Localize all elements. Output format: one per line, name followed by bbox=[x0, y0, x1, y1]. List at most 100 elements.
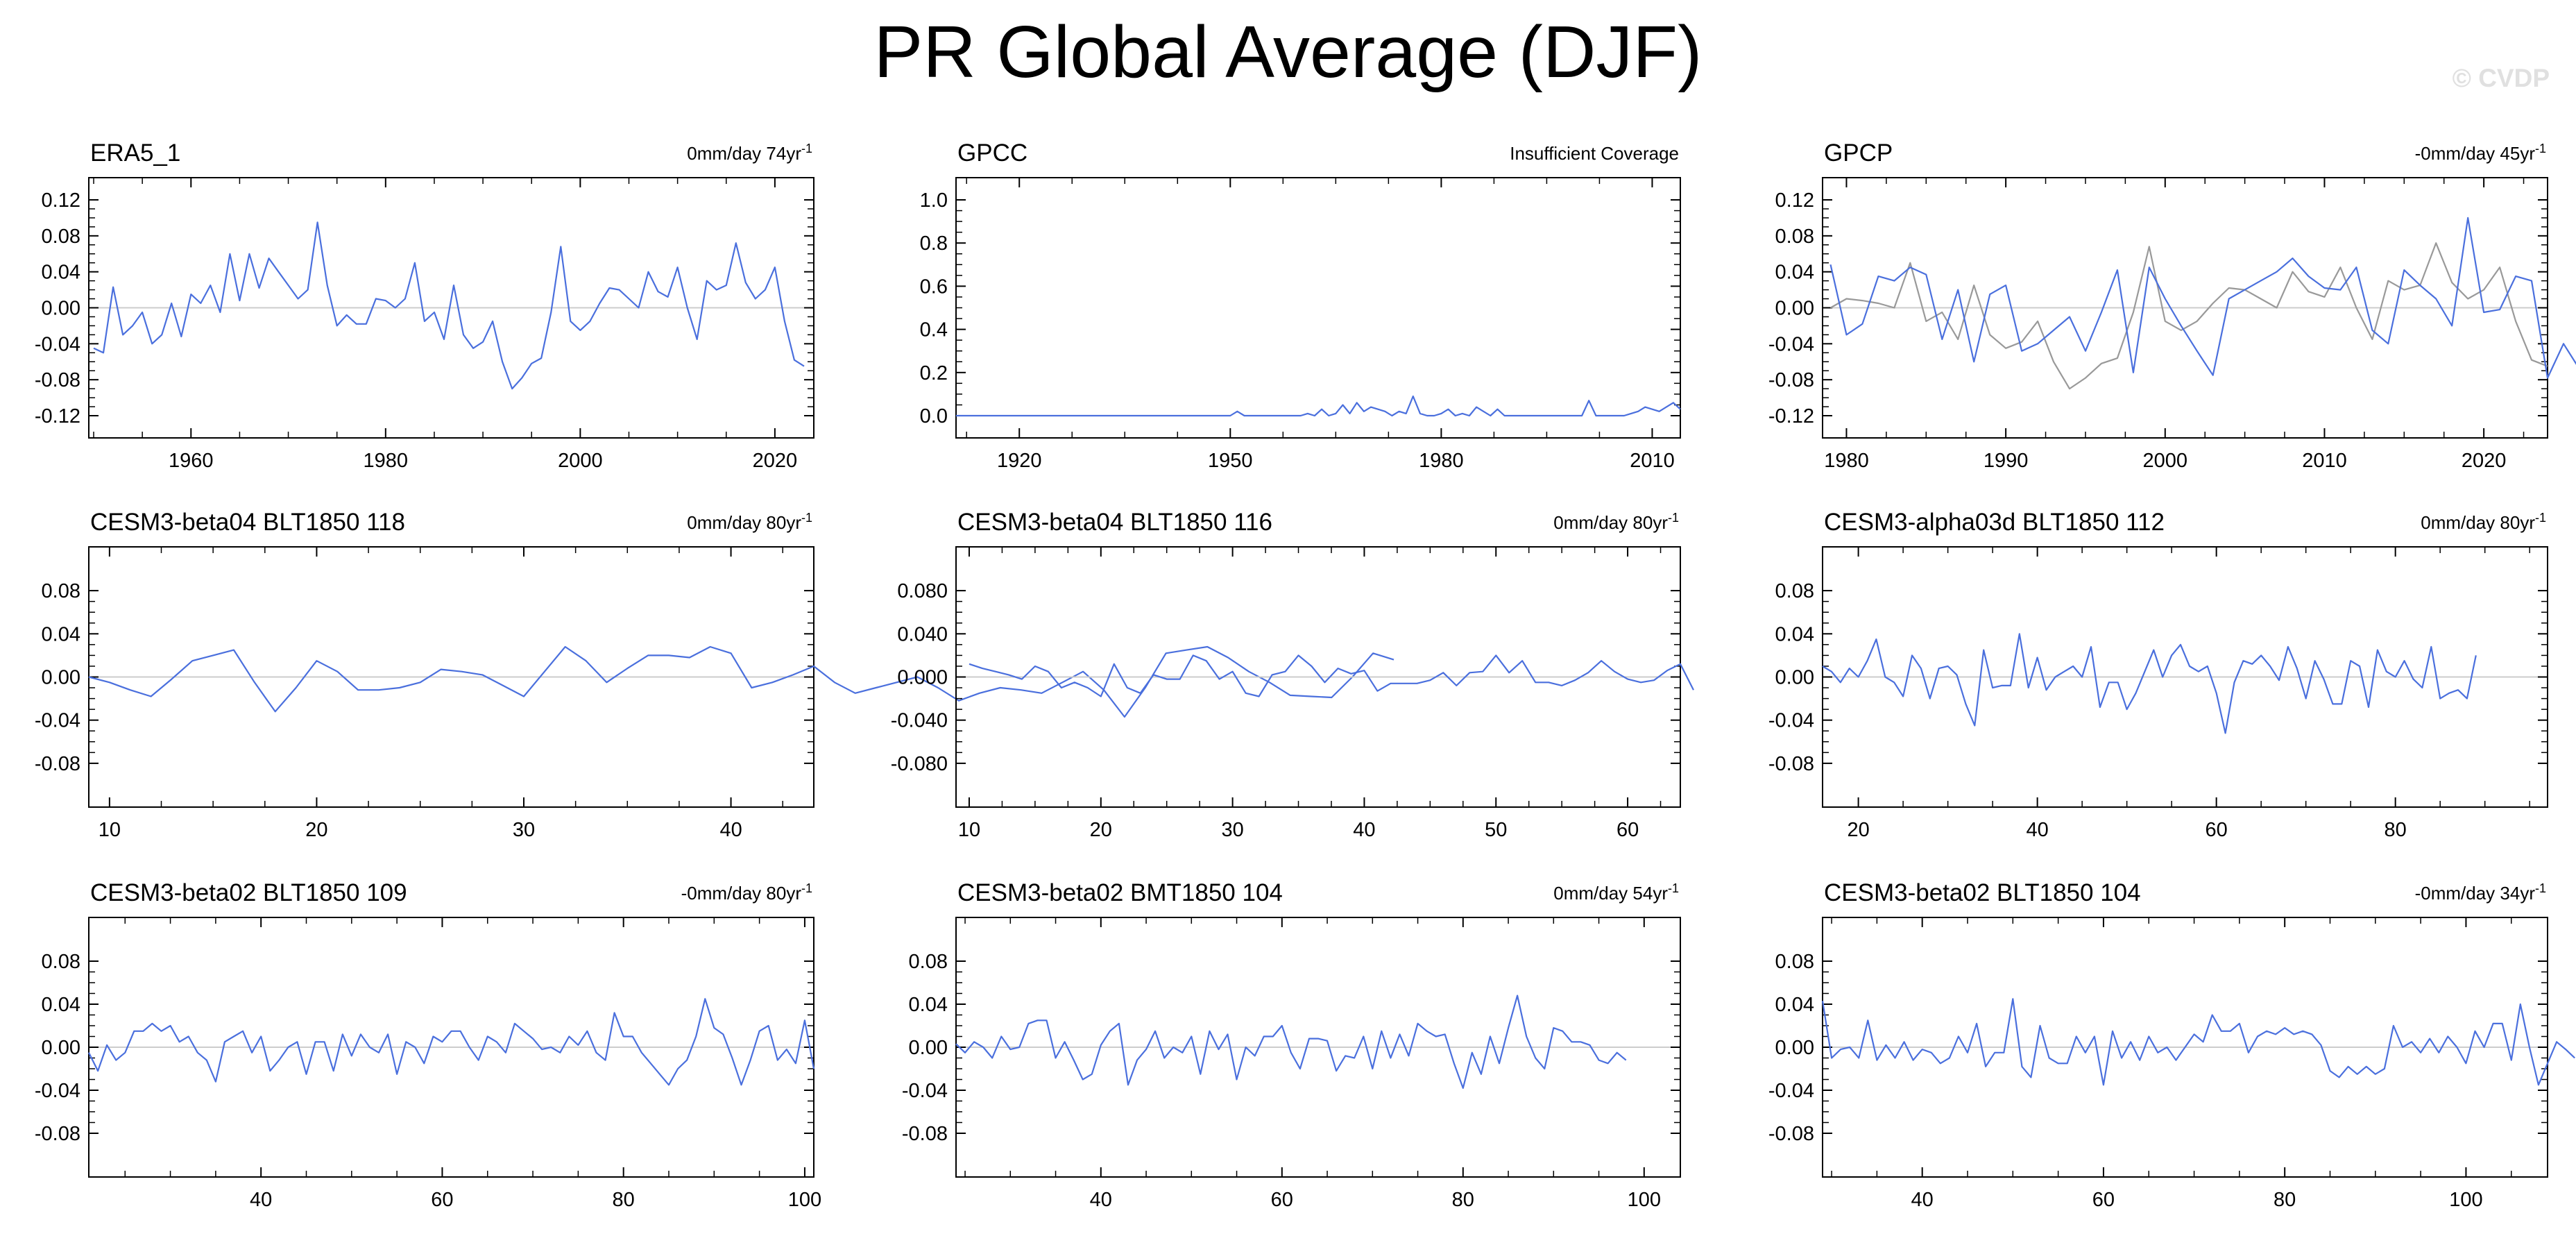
page-title: PR Global Average (DJF) bbox=[873, 11, 1703, 93]
panel-6: -0.08 -0.04 0.00 0.04 0.08 20 40 60 80 CESM3-alph… bbox=[1768, 509, 2548, 841]
y-tick-label: -0.04 bbox=[1768, 710, 1814, 732]
series-line bbox=[1829, 217, 2576, 379]
y-tick-label: -0.04 bbox=[35, 1080, 80, 1102]
y-axis: -0.12 -0.08 -0.04 0.00 0.04 0.08 0.12 bbox=[35, 189, 814, 427]
x-tick-label: 30 bbox=[1221, 819, 1243, 841]
panel-2: 0.0 0.2 0.4 0.6 0.8 1.0 1920 1950 1980 2010 GPCC In… bbox=[920, 139, 1681, 472]
x-tick-label: 100 bbox=[2449, 1189, 2482, 1211]
annotation-superscript: -1 bbox=[2535, 881, 2546, 895]
y-tick-label: 0.8 bbox=[920, 232, 948, 255]
panel-7: -0.08 -0.04 0.00 0.04 0.08 40 60 80 100 CESM3-bet… bbox=[35, 879, 821, 1211]
y-tick-label: -0.08 bbox=[35, 1123, 80, 1145]
x-tick-label: 80 bbox=[613, 1189, 635, 1211]
x-axis: 40 60 80 100 bbox=[964, 917, 1661, 1211]
y-axis: -0.12 -0.08 -0.04 0.00 0.04 0.08 0.12 bbox=[1768, 189, 2548, 427]
x-tick-label: 40 bbox=[1090, 1189, 1112, 1211]
y-tick-label: 0.08 bbox=[909, 951, 948, 973]
series-line bbox=[88, 645, 1394, 718]
annotation-superscript: -1 bbox=[1668, 511, 1679, 525]
y-tick-label: -0.040 bbox=[891, 710, 948, 732]
x-tick-label: 60 bbox=[2206, 819, 2228, 841]
panel-title: CESM3-alpha03d BLT1850 112 bbox=[1824, 509, 2165, 536]
x-tick-label: 1960 bbox=[169, 450, 214, 472]
x-tick-label: 1980 bbox=[364, 450, 409, 472]
panel-annotation: 0mm/day 74yr-1 bbox=[687, 142, 812, 164]
y-tick-label: 1.0 bbox=[920, 189, 948, 212]
y-tick-label: 0.04 bbox=[1775, 262, 1814, 284]
x-tick-label: 1950 bbox=[1208, 450, 1253, 472]
y-axis: 0.0 0.2 0.4 0.6 0.8 1.0 bbox=[920, 189, 1680, 427]
y-axis: -0.08 -0.04 0.00 0.04 0.08 bbox=[35, 951, 814, 1145]
y-axis: -0.08 -0.04 0.00 0.04 0.08 bbox=[1768, 580, 2548, 775]
y-tick-label: 0.2 bbox=[920, 362, 948, 384]
x-tick-label: 80 bbox=[1452, 1189, 1474, 1211]
x-tick-label: 60 bbox=[1617, 819, 1639, 841]
panel-title: GPCC bbox=[957, 139, 1027, 167]
y-tick-label: 0.12 bbox=[1775, 189, 1814, 212]
y-tick-label: 0.12 bbox=[42, 189, 80, 212]
y-axis: -0.08 -0.04 0.00 0.04 0.08 bbox=[35, 580, 814, 775]
y-tick-label: -0.080 bbox=[891, 753, 948, 775]
y-tick-label: -0.08 bbox=[1768, 369, 1814, 391]
y-tick-label: 0.08 bbox=[42, 580, 80, 602]
x-tick-label: 2020 bbox=[2462, 450, 2507, 472]
y-tick-label: 0.08 bbox=[42, 226, 80, 248]
panel-title: CESM3-beta04 BLT1850 118 bbox=[90, 509, 405, 536]
panel-annotation: Insufficient Coverage bbox=[1510, 143, 1679, 164]
x-axis: 10 20 30 40 50 60 bbox=[958, 547, 1662, 841]
x-axis: 1920 1950 1980 2010 bbox=[966, 178, 1675, 472]
x-tick-label: 40 bbox=[1353, 819, 1375, 841]
x-tick-label: 2000 bbox=[2143, 450, 2188, 472]
y-tick-label: 0.00 bbox=[42, 1037, 80, 1059]
panel-1: -0.12 -0.08 -0.04 0.00 0.04 0.08 0.12 1960 1980 2… bbox=[35, 139, 814, 472]
x-tick-label: 60 bbox=[1271, 1189, 1293, 1211]
panel-annotation: 0mm/day 80yr-1 bbox=[1553, 511, 1679, 533]
x-tick-label: 2020 bbox=[753, 450, 798, 472]
x-tick-label: 40 bbox=[719, 819, 742, 841]
panel-annotation: -0mm/day 80yr-1 bbox=[681, 881, 812, 904]
x-tick-label: 10 bbox=[958, 819, 980, 841]
y-tick-label: -0.08 bbox=[1768, 1123, 1814, 1145]
series-line bbox=[969, 654, 1694, 697]
x-tick-label: 40 bbox=[1911, 1189, 1934, 1211]
y-tick-label: 0.4 bbox=[920, 319, 948, 341]
x-tick-label: 60 bbox=[2092, 1189, 2115, 1211]
y-tick-label: 0.04 bbox=[1775, 623, 1814, 645]
series-line bbox=[93, 221, 805, 390]
y-tick-label: 0.08 bbox=[42, 951, 80, 973]
y-tick-label: 0.00 bbox=[42, 667, 80, 689]
annotation-superscript: -1 bbox=[1668, 881, 1679, 895]
series-line bbox=[955, 994, 1627, 1090]
panel-annotation: 0mm/day 54yr-1 bbox=[1553, 881, 1679, 904]
y-tick-label: -0.12 bbox=[35, 405, 80, 427]
panel-title: CESM3-beta02 BLT1850 104 bbox=[1824, 879, 2141, 906]
y-tick-label: 0.08 bbox=[1775, 226, 1814, 248]
y-tick-label: -0.08 bbox=[35, 753, 80, 775]
panel-3: -0.12 -0.08 -0.04 0.00 0.04 0.08 0.12 1980 1990 2… bbox=[1768, 139, 2576, 472]
y-tick-label: 0.080 bbox=[897, 580, 948, 602]
plot-frame bbox=[955, 177, 1681, 439]
annotation-superscript: -1 bbox=[2535, 142, 2546, 155]
x-tick-label: 100 bbox=[1628, 1189, 1661, 1211]
y-axis: -0.080 -0.040 0.000 0.040 0.080 bbox=[891, 580, 1680, 775]
panel-4: -0.08 -0.04 0.00 0.04 0.08 10 20 30 40 CESM3-beta… bbox=[35, 509, 1394, 841]
y-tick-label: -0.04 bbox=[35, 710, 80, 732]
x-tick-label: 10 bbox=[99, 819, 121, 841]
x-axis: 10 20 30 40 bbox=[99, 547, 783, 841]
y-tick-label: -0.04 bbox=[902, 1080, 948, 1102]
y-tick-label: 0.6 bbox=[920, 276, 948, 298]
y-axis: -0.08 -0.04 0.00 0.04 0.08 bbox=[1768, 951, 2548, 1145]
panel-9: -0.08 -0.04 0.00 0.04 0.08 40 60 80 100 CESM3-bet… bbox=[1768, 879, 2575, 1211]
panel-5: -0.080 -0.040 0.000 0.040 0.080 10 20 30 40 50 60 C… bbox=[891, 509, 1694, 841]
series-line bbox=[1821, 998, 2575, 1086]
y-tick-label: -0.04 bbox=[1768, 333, 1814, 355]
y-tick-label: -0.08 bbox=[902, 1123, 948, 1145]
y-tick-label: 0.040 bbox=[897, 623, 948, 645]
series-line bbox=[1822, 633, 2477, 734]
annotation-superscript: -1 bbox=[801, 511, 812, 525]
y-tick-label: 0.04 bbox=[42, 623, 80, 645]
y-tick-label: -0.12 bbox=[1768, 405, 1814, 427]
y-tick-label: 0.00 bbox=[909, 1037, 948, 1059]
x-axis: 1960 1980 2000 2020 bbox=[93, 178, 798, 472]
